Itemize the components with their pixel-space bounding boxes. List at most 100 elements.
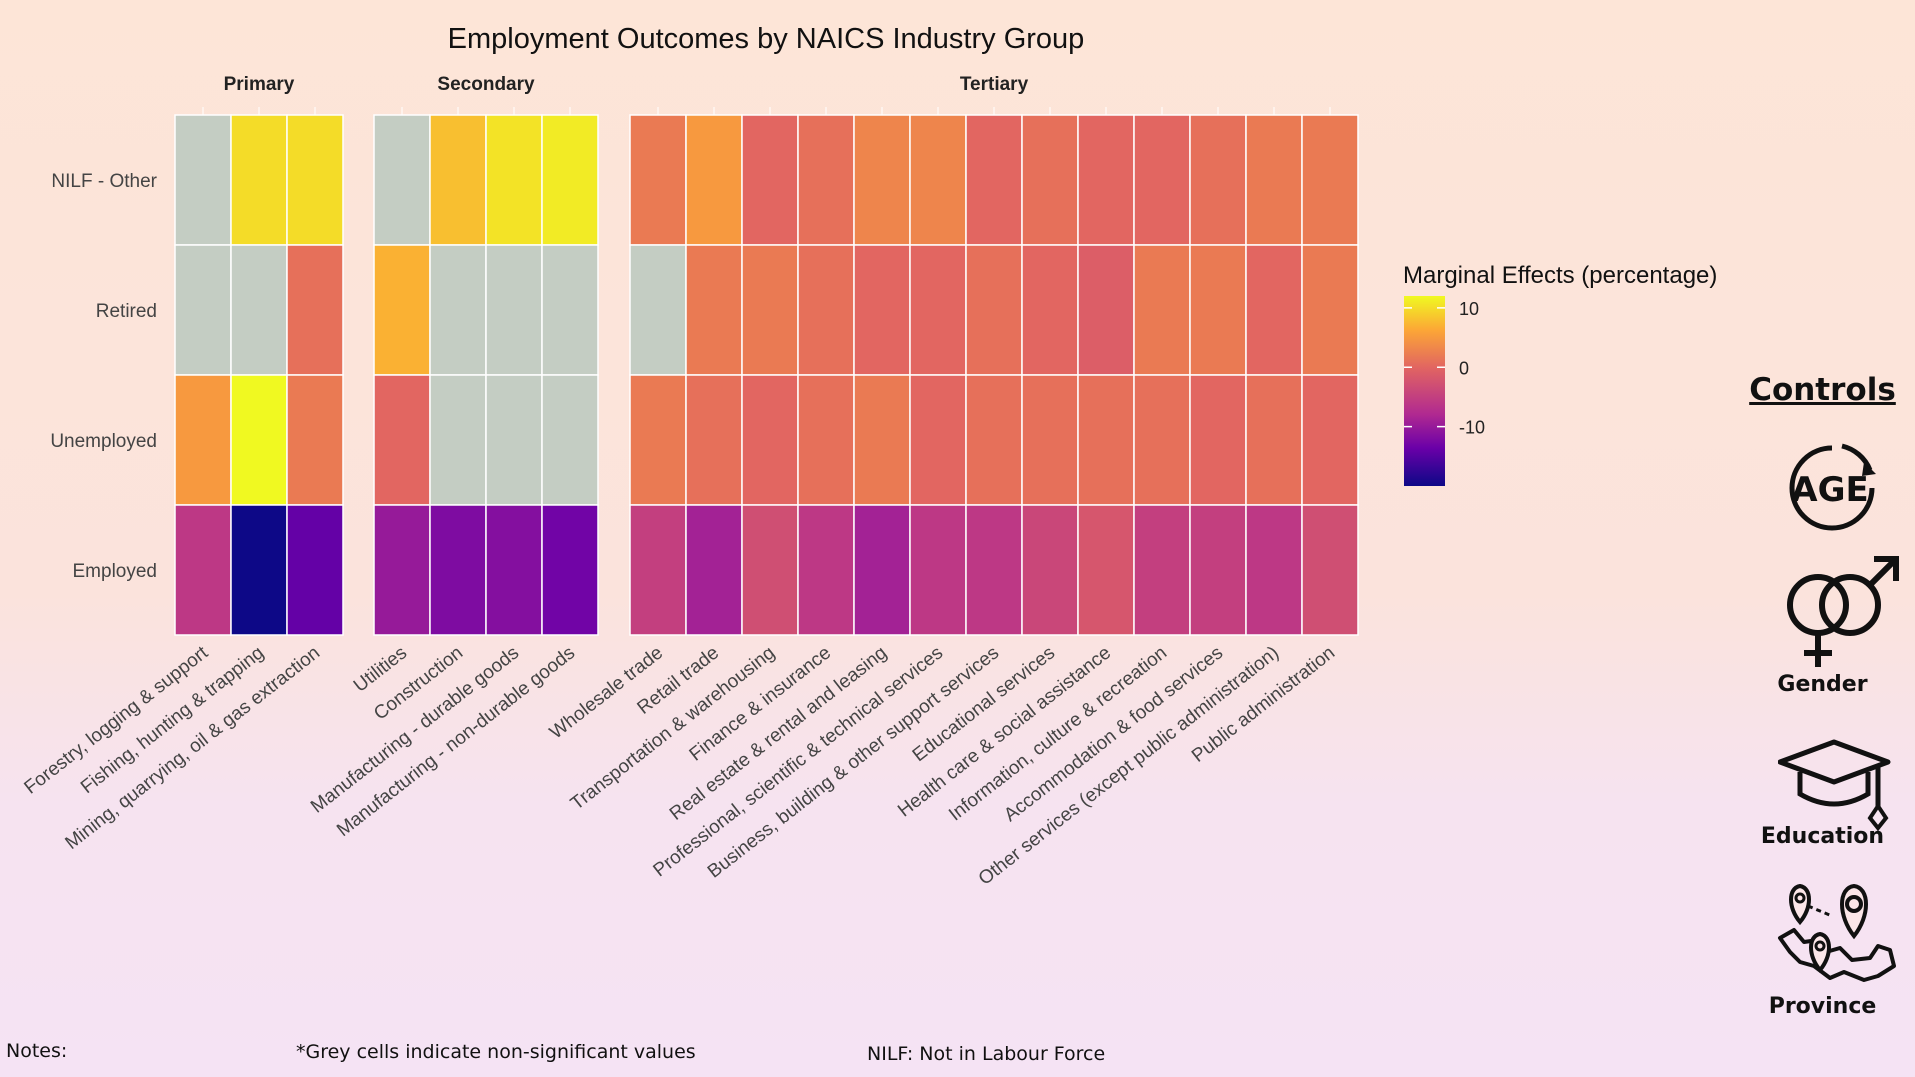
heatmap-cell (485, 244, 543, 376)
group-label: Secondary (437, 74, 535, 95)
heatmap-cell (1077, 504, 1135, 636)
province-label: Province (1768, 994, 1877, 1019)
graduation-cap-icon (1778, 739, 1891, 832)
heatmap-cell (230, 504, 288, 636)
legend-tick-label: 0 (1459, 358, 1469, 378)
controls-title: Controls (1749, 372, 1896, 408)
heatmap-cell (629, 244, 687, 376)
heatmap-cell (685, 374, 743, 506)
legend-tick-label: 10 (1459, 299, 1479, 319)
heatmap-cell (853, 504, 911, 636)
heatmap-cell (853, 374, 911, 506)
heatmap-cell (1245, 244, 1303, 376)
heatmap-cell (685, 114, 743, 246)
heatmap-cell (909, 374, 967, 506)
heatmap-cell (1301, 504, 1359, 636)
heatmap-cell (685, 244, 743, 376)
heatmap-cell (1189, 114, 1247, 246)
row-label: Unemployed (50, 431, 157, 452)
heatmap-cell (373, 374, 431, 506)
heatmap-cell (429, 374, 487, 506)
heatmap-cells: NILF - Other Retired Unemployed Employed Pri… (21, 74, 1359, 890)
heatmap-cell (1245, 374, 1303, 506)
heatmap-cell (1021, 374, 1079, 506)
gender-label: Gender (1777, 672, 1868, 697)
group-label: Tertiary (960, 74, 1029, 95)
legend-colorbar (1404, 296, 1445, 486)
heatmap-cell (286, 504, 344, 636)
x-tick-label: Mining, quarrying, oil & gas extraction (61, 642, 324, 854)
heatmap-cell (1077, 114, 1135, 246)
heatmap-cell (485, 504, 543, 636)
education-label: Education (1760, 824, 1885, 849)
age-icon-text: AGE (1791, 470, 1868, 510)
group-label: Primary (224, 74, 295, 95)
legend-tick-label: -10 (1459, 418, 1485, 438)
heatmap-cell (286, 374, 344, 506)
heatmap-cell (1021, 504, 1079, 636)
heatmap-cell (541, 504, 599, 636)
heatmap-cell (1077, 244, 1135, 376)
heatmap-cell (541, 374, 599, 506)
heatmap-cell (174, 114, 232, 246)
heatmap-cell (1133, 504, 1191, 636)
row-label: NILF - Other (51, 171, 157, 192)
heatmap-cell (629, 114, 687, 246)
heatmap-cell (1189, 504, 1247, 636)
heatmap-cell (429, 114, 487, 246)
heatmap-cell (1077, 374, 1135, 506)
heatmap-cell (286, 114, 344, 246)
heatmap-cell (230, 114, 288, 246)
heatmap-cell (1245, 114, 1303, 246)
heatmap-cell (286, 244, 344, 376)
heatmap-cell (741, 114, 799, 246)
heatmap-cell (909, 244, 967, 376)
heatmap-cell (174, 374, 232, 506)
heatmap-cell (429, 244, 487, 376)
heatmap-cell (485, 114, 543, 246)
heatmap-cell (629, 374, 687, 506)
heatmap-cell (373, 504, 431, 636)
heatmap-cell (741, 374, 799, 506)
row-label: Employed (73, 561, 158, 582)
gender-icon (1787, 556, 1899, 667)
heatmap-cell (741, 504, 799, 636)
heatmap-cell (1301, 114, 1359, 246)
heatmap-cell (1021, 114, 1079, 246)
note-grey-cells: *Grey cells indicate non-significant val… (296, 1041, 696, 1063)
heatmap-cell (541, 114, 599, 246)
heatmap-cell (1245, 504, 1303, 636)
heatmap-cell (1133, 114, 1191, 246)
heatmap-cell (965, 244, 1023, 376)
heatmap-cell (853, 114, 911, 246)
heatmap-cell (1021, 244, 1079, 376)
heatmap-cell (797, 374, 855, 506)
heatmap-cell (230, 244, 288, 376)
heatmap-cell (1301, 244, 1359, 376)
heatmap-cell (541, 244, 599, 376)
chart-title: Employment Outcomes by NAICS Industry Gr… (448, 23, 1085, 55)
map-pins-icon (1778, 883, 1896, 982)
heatmap-cell (741, 244, 799, 376)
heatmap-cell (1133, 374, 1191, 506)
row-label: Retired (96, 301, 157, 322)
heatmap-cell (1133, 244, 1191, 376)
heatmap-cell (429, 504, 487, 636)
legend-title: Marginal Effects (percentage) (1403, 262, 1717, 289)
heatmap-cell (629, 504, 687, 636)
heatmap-cell (797, 504, 855, 636)
heatmap-cell (485, 374, 543, 506)
legend: Marginal Effects (percentage) 10 0 -10 (1403, 262, 1717, 486)
heatmap-cell (174, 244, 232, 376)
heatmap-cell (797, 114, 855, 246)
heatmap-cell (909, 504, 967, 636)
x-tick-label: Manufacturing - durable goods (307, 642, 523, 817)
heatmap-cell (909, 114, 967, 246)
heatmap-cell (1189, 374, 1247, 506)
heatmap-cell (685, 504, 743, 636)
age-icon: AGE (1789, 443, 1876, 531)
heatmap-cell (1189, 244, 1247, 376)
heatmap-cell (965, 374, 1023, 506)
heatmap-cell (174, 504, 232, 636)
